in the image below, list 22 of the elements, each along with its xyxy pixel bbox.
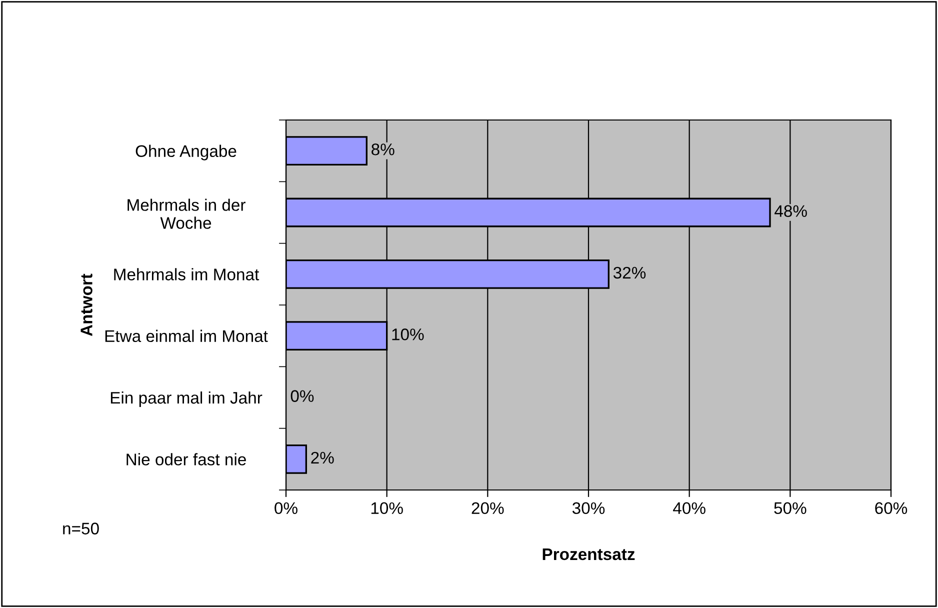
x-tick-label: 20%	[472, 502, 504, 514]
data-label: 10%	[392, 328, 424, 340]
text: n=50	[63, 522, 99, 534]
data-label: 0%	[290, 390, 314, 402]
x-tick-label: 50%	[774, 502, 806, 514]
data-label: 32%	[613, 266, 646, 279]
x-tick-label: 0%	[274, 502, 298, 514]
y-axis-title: Antwort	[80, 274, 92, 336]
data-label: 48%	[774, 205, 807, 217]
x-axis-title: Prozentsatz	[542, 548, 635, 560]
y-tick-label: Mehrmals in der Woche	[128, 198, 246, 229]
y-tick-label: Etwa einmal im Monat	[105, 330, 268, 342]
y-tick-label: Nie oder fast nie	[126, 453, 246, 466]
y-tick-label: Ohne Angabe	[136, 144, 236, 160]
x-tick-label: 10%	[371, 502, 403, 514]
data-label: 2%	[311, 452, 334, 464]
x-tick-label: 60%	[875, 502, 908, 514]
y-tick-label: Mehrmals im Monat	[114, 268, 260, 280]
y-tick-label: Ein paar mal im Jahr	[110, 391, 262, 407]
x-tick-label: 30%	[572, 502, 605, 514]
x-tick-label: 40%	[673, 502, 706, 514]
data-label: 8%	[372, 144, 394, 156]
